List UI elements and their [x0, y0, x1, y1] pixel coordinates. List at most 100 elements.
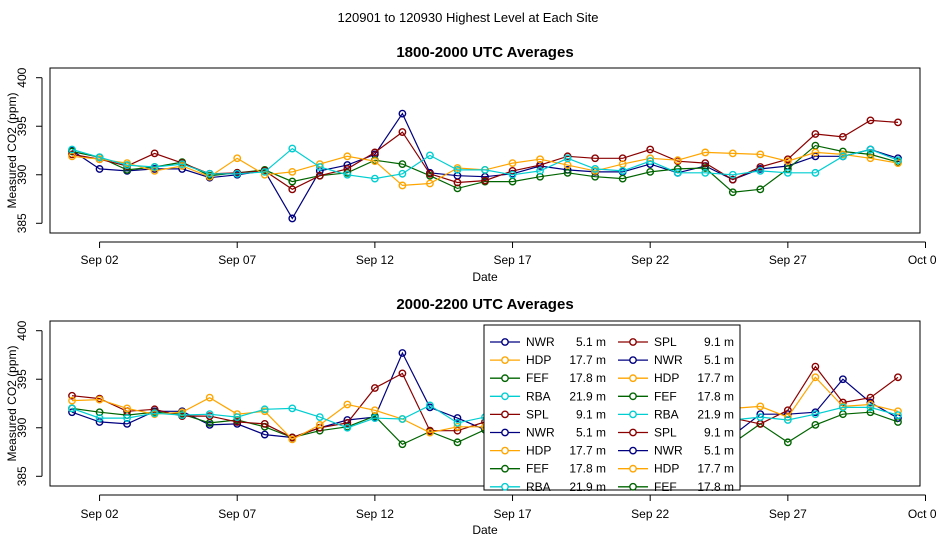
data-point — [728, 149, 737, 158]
data-point — [866, 150, 875, 159]
series-line — [71, 147, 899, 180]
data-point — [783, 416, 792, 424]
y-tick-label: 400 — [15, 320, 29, 340]
x-tick-label: Sep 17 — [494, 507, 532, 521]
data-point — [260, 430, 269, 439]
legend-height: 17.7 m — [697, 371, 734, 385]
data-point — [481, 176, 489, 185]
data-point — [756, 150, 765, 159]
x-axis-label: Date — [472, 270, 498, 284]
legend-entry: HDP 17.7 m — [618, 371, 734, 385]
data-point — [453, 166, 462, 174]
y-axis-label: Measured CO2 (ppm) — [5, 345, 19, 461]
data-point — [811, 362, 820, 371]
data-point — [178, 411, 187, 420]
legend-height: 17.7 m — [569, 444, 606, 458]
data-point — [673, 165, 682, 173]
data-point — [260, 167, 269, 176]
x-tick-label: Sep 27 — [769, 507, 807, 521]
data-point — [370, 384, 379, 392]
data-point — [205, 393, 214, 402]
data-point — [453, 414, 462, 422]
panel-title: 2000-2200 UTC Averages — [396, 296, 573, 313]
data-point — [68, 404, 76, 413]
data-point — [95, 395, 104, 404]
legend-label: NWR — [654, 444, 683, 458]
data-point — [315, 171, 324, 180]
data-point — [426, 428, 434, 437]
data-point — [398, 169, 407, 178]
data-point — [894, 156, 902, 165]
data-point — [315, 413, 324, 421]
data-point — [728, 175, 737, 184]
legend-marker — [629, 392, 637, 401]
data-point — [453, 419, 462, 427]
data-point — [426, 401, 434, 410]
data-point — [260, 419, 269, 428]
x-tick-label: Sep 02 — [81, 253, 119, 267]
data-point — [894, 373, 902, 382]
data-point — [783, 438, 792, 447]
x-axis: Sep 02 Sep 07 Sep 12 Sep 17 Sep 22 Sep 27 Oct … — [81, 241, 936, 267]
data-point — [618, 174, 627, 183]
legend-entry: NWR 5.1 m — [490, 335, 606, 349]
data-point — [315, 163, 324, 171]
data-point — [370, 148, 379, 157]
data-point — [260, 405, 269, 414]
data-point — [563, 168, 572, 177]
data-point — [95, 153, 104, 162]
plot-frame — [49, 67, 921, 234]
legend-entry: RBA 21.9 m — [490, 389, 606, 403]
x-tick-label: Oct 02 — [908, 507, 936, 521]
data-point — [370, 406, 379, 415]
series-fef — [68, 141, 902, 197]
data-point — [150, 166, 159, 175]
data-point — [811, 373, 820, 382]
x-tick-label: Oct 02 — [908, 253, 936, 267]
data-point — [123, 404, 131, 413]
legend-label: FEF — [526, 462, 549, 476]
legend-entry: NWR 5.1 m — [618, 353, 734, 367]
data-point — [756, 413, 765, 421]
series-rba — [68, 144, 902, 183]
data-point — [398, 109, 407, 118]
x-tick-label: Sep 22 — [631, 253, 669, 267]
data-point — [783, 165, 792, 173]
data-point — [811, 148, 820, 157]
data-point — [233, 169, 242, 178]
data-point — [343, 419, 352, 427]
legend-height: 21.9 m — [697, 407, 734, 421]
series-hdp — [68, 148, 902, 190]
legend-entry: HDP 17.7 m — [618, 462, 734, 476]
legend-height: 17.8 m — [697, 480, 734, 494]
data-point — [233, 154, 242, 163]
legend-entry: HDP 17.7 m — [490, 353, 606, 367]
data-point — [866, 408, 875, 417]
legend-entry: SPL 9.1 m — [618, 335, 734, 349]
data-point — [783, 168, 792, 177]
legend-height: 9.1 m — [704, 426, 734, 440]
data-point — [398, 181, 407, 190]
data-point — [646, 157, 655, 166]
x-tick-label: Sep 07 — [218, 507, 256, 521]
legend-height: 5.1 m — [704, 444, 734, 458]
data-point — [453, 178, 462, 187]
legend-marker — [629, 482, 637, 491]
data-point — [536, 166, 544, 175]
legend-marker — [501, 374, 509, 383]
legend-label: FEF — [654, 480, 677, 494]
data-point — [783, 157, 792, 166]
legend-label: SPL — [654, 426, 677, 440]
legend-entry: FEF 17.8 m — [490, 371, 606, 385]
legend-marker — [629, 446, 637, 455]
data-point — [728, 170, 737, 179]
legend-label: HDP — [526, 444, 551, 458]
data-point — [95, 414, 104, 422]
legend-label: HDP — [654, 371, 679, 385]
x-axis: Sep 02 Sep 07 Sep 12 Sep 17 Sep 22 Sep 27 Oct … — [81, 494, 936, 521]
data-point — [508, 170, 517, 179]
legend-label: RBA — [654, 407, 679, 421]
data-point — [178, 160, 187, 168]
data-point — [839, 403, 847, 412]
panel-2: 2000-2200 UTC Averages Sep 02 Sep 07 Sep 12… — [5, 296, 936, 537]
